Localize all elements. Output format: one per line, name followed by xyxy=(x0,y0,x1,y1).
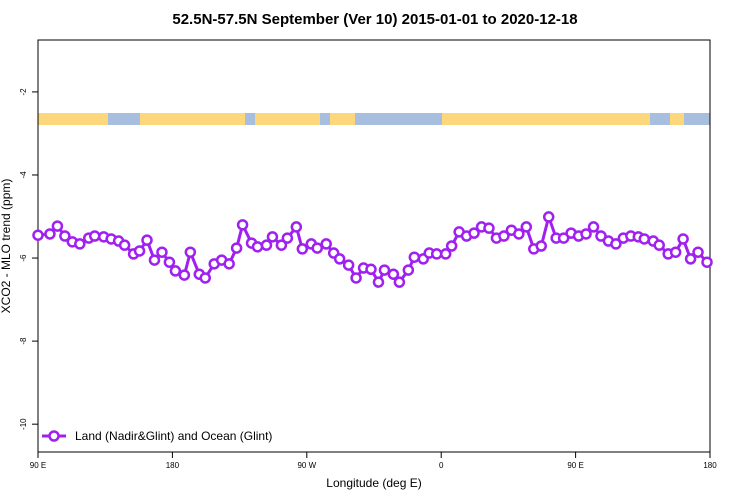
data-point xyxy=(156,246,168,258)
data-point xyxy=(595,230,607,242)
data-point xyxy=(557,232,570,244)
data-point xyxy=(365,263,377,276)
data-point xyxy=(701,256,713,268)
data-point xyxy=(372,276,385,288)
data-point xyxy=(468,227,480,239)
data-point xyxy=(281,232,294,244)
data-point xyxy=(59,230,71,242)
data-point xyxy=(251,241,264,253)
data-point xyxy=(51,220,64,232)
y-tick-label: -4 xyxy=(19,171,28,179)
data-point xyxy=(236,219,249,231)
data-point xyxy=(669,246,682,258)
data-point xyxy=(684,253,697,265)
data-point xyxy=(260,239,273,251)
data-point xyxy=(350,272,362,284)
data-point xyxy=(148,254,161,266)
y-tick-label: -10 xyxy=(19,418,28,430)
x-tick-label: 180 xyxy=(166,461,180,470)
x-tick-label: 180 xyxy=(703,461,717,470)
data-point xyxy=(653,239,665,251)
data-point xyxy=(580,228,592,240)
plot-frame xyxy=(37,39,711,453)
data-point xyxy=(393,276,406,288)
y-tick-label: -8 xyxy=(19,337,28,345)
data-point xyxy=(184,246,197,258)
data-point xyxy=(520,221,533,233)
data-point xyxy=(402,264,415,276)
data-point xyxy=(498,230,510,242)
data-point xyxy=(311,242,324,254)
data-point xyxy=(290,221,303,233)
x-tick-label: 90 E xyxy=(567,461,583,470)
data-point xyxy=(178,269,191,281)
data-point xyxy=(378,264,391,276)
data-point xyxy=(320,238,332,250)
data-point xyxy=(169,265,182,277)
data-point xyxy=(118,239,131,251)
data-point xyxy=(296,243,309,255)
y-tick-label: -2 xyxy=(19,88,28,96)
land-ocean-strip xyxy=(38,113,710,125)
data-point xyxy=(408,251,421,263)
data-point xyxy=(445,240,458,252)
legend-label: Land (Nadir&Glint) and Ocean (Glint) xyxy=(75,429,272,443)
data-point xyxy=(163,256,176,268)
data-point xyxy=(430,248,443,260)
data-point xyxy=(133,245,146,257)
data-point xyxy=(439,248,452,260)
data-point xyxy=(692,246,704,258)
data-point xyxy=(275,239,288,251)
chart-title: 52.5N-57.5N September (Ver 10) 2015-01-0… xyxy=(172,11,577,28)
x-tick-label: 0 xyxy=(439,461,444,470)
data-point xyxy=(513,228,525,240)
data-point xyxy=(610,238,622,250)
data-point xyxy=(266,231,279,243)
x-tick-label: 90 E xyxy=(30,461,46,470)
y-axis-label: XCO2 - MLO trend (ppm) xyxy=(0,179,13,314)
data-point xyxy=(587,221,600,233)
data-point xyxy=(483,222,495,234)
data-point xyxy=(535,240,548,252)
data-point xyxy=(199,272,212,284)
data-point xyxy=(677,233,689,245)
x-tick-label: 90 W xyxy=(297,461,316,470)
legend-marker xyxy=(48,430,60,442)
data-point xyxy=(44,228,56,240)
data-point xyxy=(223,258,235,270)
data-point xyxy=(74,238,86,250)
data-point xyxy=(342,259,355,271)
data-point xyxy=(88,230,101,242)
data-point xyxy=(230,242,243,254)
data-point xyxy=(32,229,44,241)
data-point xyxy=(542,211,555,223)
data-point xyxy=(333,253,346,265)
data-point xyxy=(387,268,400,280)
data-point xyxy=(638,233,651,245)
y-tick-label: -6 xyxy=(19,254,28,262)
data-point xyxy=(141,234,153,246)
x-axis-label: Longitude (deg E) xyxy=(326,476,421,490)
